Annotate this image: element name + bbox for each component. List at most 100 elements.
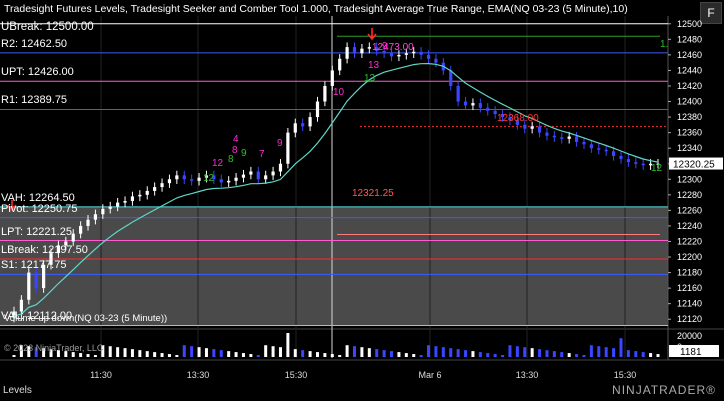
candle-body — [286, 132, 290, 164]
volume-bar — [286, 333, 290, 357]
candle-body — [360, 48, 364, 54]
candle-body — [434, 58, 438, 63]
ema-line — [13, 62, 659, 317]
candle-body — [323, 85, 327, 102]
y-tick-label: 12400 — [677, 97, 702, 107]
candle-body — [182, 175, 186, 180]
volume-bar — [501, 355, 505, 357]
candle-body — [619, 155, 623, 160]
seek-count-magenta: 4 — [233, 134, 239, 145]
volume-bar — [582, 355, 586, 357]
volume-bar — [375, 349, 379, 357]
volume-bar — [456, 349, 460, 357]
candle-body — [412, 51, 416, 54]
volume-bar — [478, 352, 482, 357]
volume-bar — [597, 346, 601, 357]
seek-count-green: 12 — [651, 163, 663, 174]
candle-body — [471, 103, 475, 106]
volume-bar — [464, 350, 468, 357]
seek-count-magenta: 13 — [368, 60, 380, 71]
y-tick-label: 12120 — [677, 314, 702, 324]
candle-body — [93, 214, 98, 220]
candle-body — [375, 47, 379, 51]
seek-count-magenta: 8 — [232, 145, 238, 156]
last-volume-label: 1181 — [680, 347, 702, 358]
y-tick-label: 12500 — [677, 19, 702, 29]
x-tick-label: 13:30 — [516, 370, 539, 380]
candle-body — [523, 124, 527, 129]
candle-body — [79, 225, 83, 234]
volume-bar — [434, 346, 438, 357]
volume-bar — [241, 353, 245, 357]
volume-bar — [249, 354, 253, 357]
volume-bar — [353, 346, 357, 357]
volume-bar — [545, 350, 549, 357]
volume-bar — [108, 346, 112, 357]
x-tick-label: 13:30 — [187, 370, 210, 380]
volume-bar — [397, 352, 401, 357]
volume-bar — [86, 354, 90, 357]
volume-bar — [649, 353, 653, 357]
volume-bar — [486, 353, 490, 357]
candle-body — [234, 177, 238, 181]
candle-body — [271, 171, 275, 176]
x-tick-label: 11:30 — [90, 370, 112, 380]
volume-bar — [49, 349, 53, 357]
candle-body — [12, 311, 16, 318]
y-tick-label: 12200 — [677, 252, 702, 262]
volume-bar — [56, 350, 60, 357]
seek-count-magenta: 9 — [382, 41, 388, 52]
seek-count-green: 8 — [228, 154, 234, 165]
y-tick-label: 12460 — [677, 50, 702, 60]
levels-tab[interactable]: Levels — [3, 385, 32, 396]
candle-body — [27, 272, 31, 300]
y-tick-label: 12300 — [677, 174, 702, 184]
candle-body — [426, 54, 431, 59]
y-tick-label: 12260 — [677, 205, 702, 215]
candle-body — [212, 175, 216, 180]
x-tick-label: 15:30 — [285, 370, 308, 380]
candle-body — [604, 149, 608, 152]
volume-bar — [612, 348, 616, 357]
ubreak-label: UBreak: 12500.00 — [1, 21, 94, 33]
candle-body — [56, 245, 61, 254]
volume-bar — [138, 350, 142, 357]
volume-bar — [656, 354, 660, 357]
candle-body — [530, 126, 534, 129]
copyright-text: © 2023 NinjaTrader, LLC — [4, 343, 104, 353]
volume-bar — [641, 352, 645, 357]
y-tick-label: 12180 — [677, 268, 702, 278]
level-label: R1: 12389.75 — [1, 94, 68, 107]
level-label: UPT: 12426.00 — [1, 66, 74, 79]
candle-body — [626, 159, 630, 163]
volume-bar — [604, 347, 608, 357]
volume-bar — [404, 353, 408, 357]
candle-body — [456, 85, 460, 102]
level-label: LPT: 12221.25 — [1, 225, 72, 238]
seek-count-magenta: 9 — [277, 138, 283, 149]
candle-body — [219, 179, 223, 183]
volume-bar — [589, 345, 593, 357]
seek-count-magenta: 12 — [212, 158, 224, 169]
candle-body — [42, 264, 46, 289]
candle-body — [338, 58, 342, 71]
candle-body — [537, 126, 542, 133]
volume-bar — [175, 355, 179, 357]
candle-body — [19, 299, 24, 312]
candle-body — [597, 148, 601, 150]
f-button[interactable]: F — [700, 2, 722, 24]
seek-count-magenta: 10 — [333, 87, 345, 98]
candle-body — [574, 136, 579, 142]
candle-body — [382, 50, 386, 54]
volume-bar — [234, 352, 238, 357]
last-volume-box — [669, 345, 719, 357]
candle-body — [264, 175, 268, 180]
volume-bar — [330, 354, 334, 357]
volume-bar — [116, 347, 120, 357]
down-arrow-icon — [7, 200, 17, 212]
candle-body — [315, 101, 320, 118]
candle-body — [241, 174, 246, 178]
candle-body — [582, 141, 586, 145]
volume-bar — [315, 352, 319, 357]
